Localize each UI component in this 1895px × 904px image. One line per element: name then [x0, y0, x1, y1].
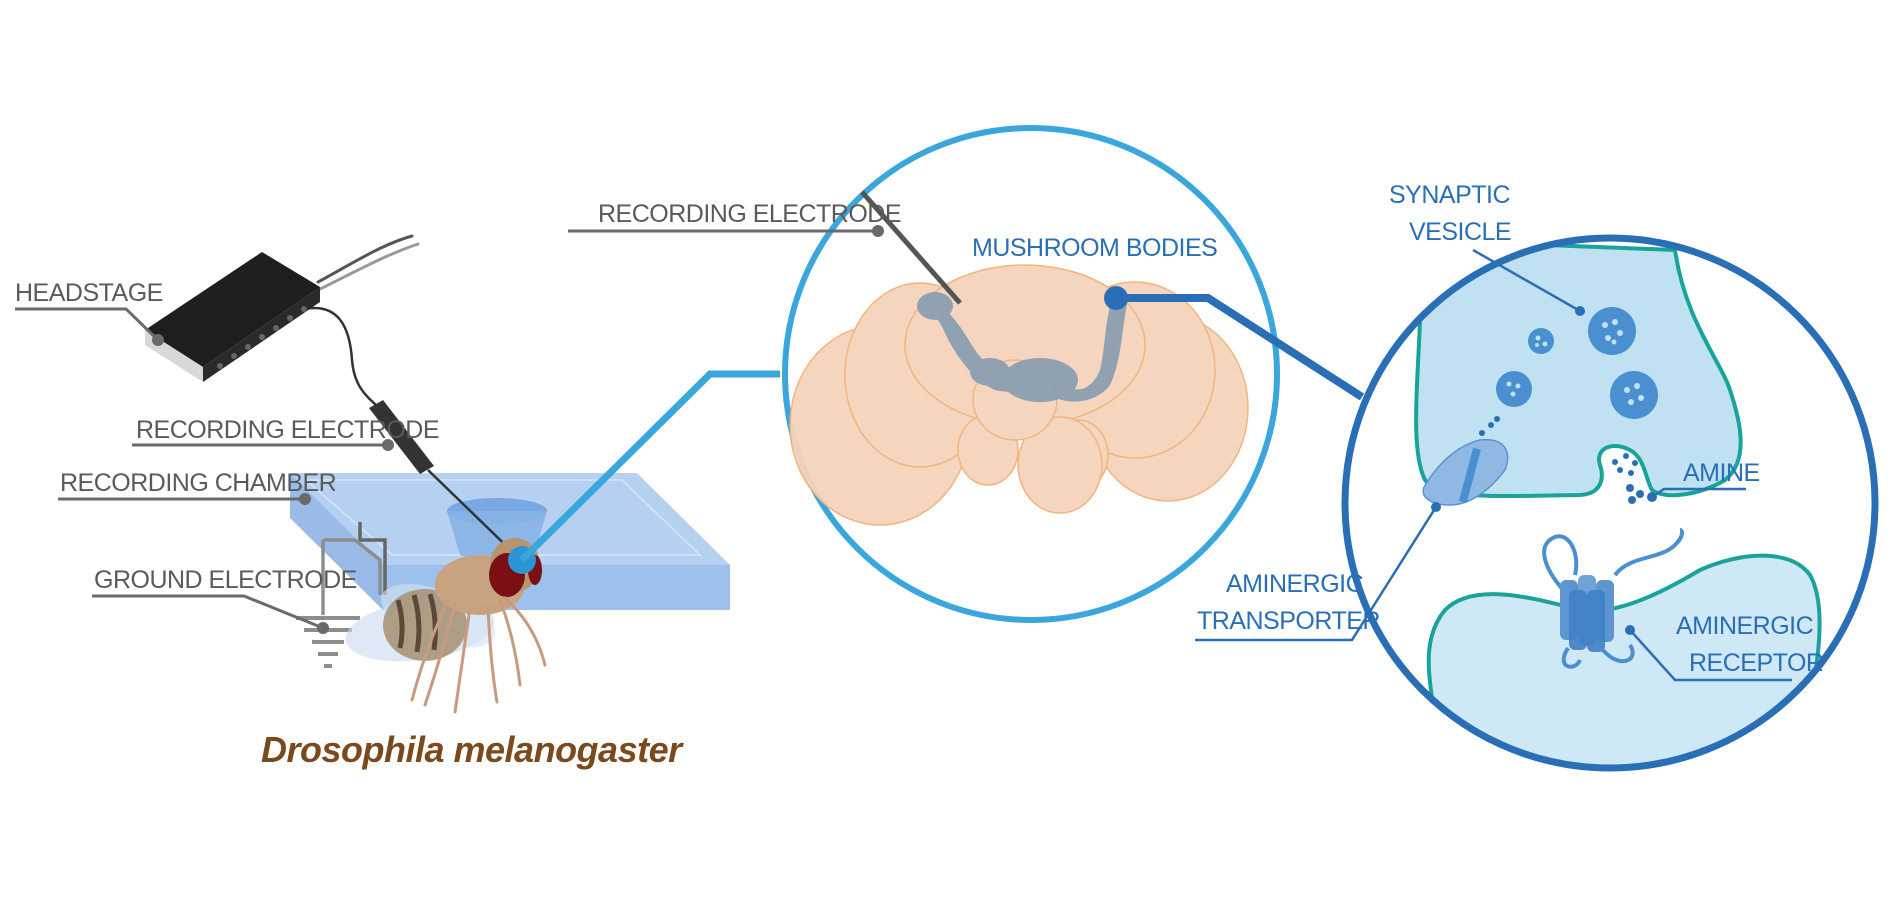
ground-electrode-symbol [296, 522, 387, 668]
aminergic-receptor-protein [1542, 528, 1684, 669]
synaptic-vesicle-label-line2: VESICLE [1409, 218, 1511, 246]
headstage-device [145, 252, 320, 382]
right-leader-dots [1431, 306, 1657, 635]
zoom-line-brain-to-synapse [1116, 294, 1365, 401]
zoom-line-fly-to-brain [519, 370, 780, 563]
aminergic-transporter-label-line2: TRANSPORTER [1197, 607, 1380, 635]
recording-electrode-left-label: RECORDING ELECTRODE [136, 416, 439, 444]
recording-chamber-label: RECORDING CHAMBER [60, 469, 336, 497]
headstage-label: HEADSTAGE [15, 279, 163, 307]
drosophila-fly [345, 538, 547, 714]
aminergic-receptor-label-line1: AMINERGIC [1676, 612, 1814, 640]
mushroom-bodies-label: MUSHROOM BODIES [972, 234, 1217, 262]
brain-recording-electrode [568, 190, 962, 305]
right-leader-lines [1195, 248, 1792, 682]
synapse-zoom-circle [1341, 234, 1879, 772]
aminergic-transporter-label-line1: AMINERGIC [1226, 570, 1364, 598]
headstage-cables [298, 234, 420, 407]
mushroom-bodies-structure [917, 292, 1128, 402]
synaptic-vesicle-label-line1: SYNAPTIC [1389, 181, 1510, 209]
amine-release [1612, 453, 1644, 504]
mushroom-body-marker [1104, 286, 1128, 310]
left-leader-dots [152, 334, 394, 634]
left-leader-lines [15, 307, 388, 630]
recording-electrode-brain-label: RECORDING ELECTRODE [598, 200, 901, 228]
amine-label: AMINE [1683, 459, 1760, 487]
ground-electrode-label: GROUND ELECTRODE [94, 566, 357, 594]
species-name: Drosophila melanogaster [261, 729, 684, 770]
synapse-interior [1414, 238, 1822, 768]
synaptic-vesicles [1496, 307, 1658, 419]
aminergic-receptor-label-line2: RECEPTOR [1689, 649, 1823, 677]
